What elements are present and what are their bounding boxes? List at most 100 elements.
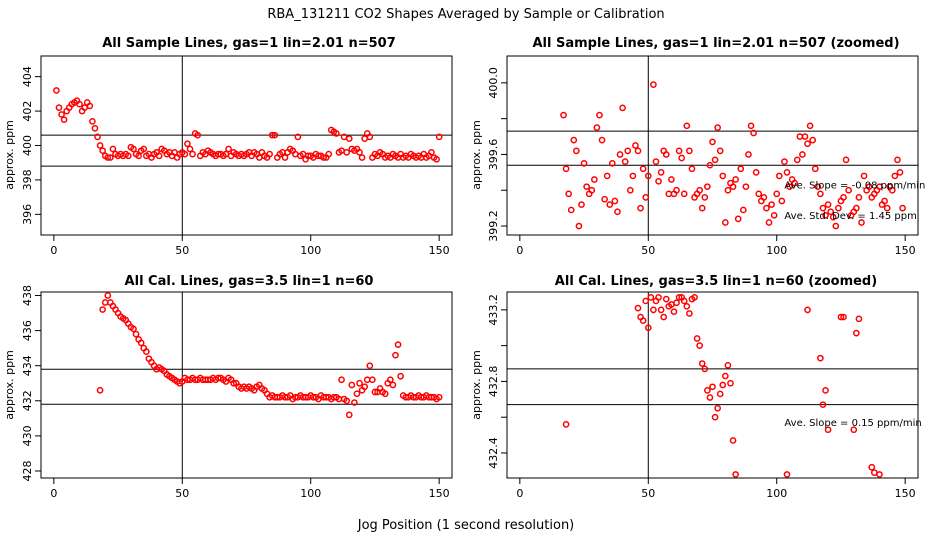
data-point	[366, 133, 374, 141]
data-point	[96, 142, 104, 149]
data-point	[637, 204, 644, 212]
data-point	[724, 186, 732, 194]
data-point	[345, 411, 353, 419]
data-point	[891, 172, 899, 180]
data-point	[721, 219, 729, 226]
data-point	[742, 183, 750, 191]
data-point	[727, 379, 734, 387]
data-point	[353, 390, 361, 398]
data-point	[124, 152, 132, 160]
y-tick-label: 428	[21, 460, 34, 481]
data-point	[132, 330, 140, 338]
data-point	[822, 211, 829, 219]
data-point	[837, 313, 845, 321]
data-point	[662, 295, 670, 303]
data-point	[770, 211, 778, 219]
data-point	[853, 329, 860, 337]
data-point	[381, 390, 389, 398]
data-point	[783, 471, 791, 478]
data-point	[392, 351, 399, 359]
panel-title: All Cal. Lines, gas=3.5 lin=1 n=60 (zoom…	[555, 274, 877, 289]
data-point	[801, 133, 809, 140]
y-tick-label: 398	[21, 169, 34, 190]
data-point	[778, 197, 786, 205]
data-point	[673, 186, 680, 194]
data-point	[662, 151, 670, 158]
data-point	[675, 294, 683, 301]
data-point	[716, 147, 724, 155]
data-point	[593, 124, 601, 131]
data-point	[729, 183, 737, 191]
y-tick-label: 402	[21, 101, 34, 122]
data-point	[626, 186, 634, 194]
data-point	[642, 297, 650, 305]
data-point	[881, 197, 888, 205]
data-point	[804, 140, 811, 148]
data-point	[819, 401, 827, 409]
data-point	[639, 165, 647, 173]
y-tick-label: 432	[21, 390, 34, 411]
data-point	[894, 156, 901, 164]
x-axis: 0 50 100 150	[516, 478, 916, 500]
data-point	[94, 133, 101, 141]
data-point	[58, 111, 65, 118]
plot-frame	[506, 55, 919, 236]
data-point	[60, 116, 68, 124]
data-point	[817, 354, 824, 362]
data-point	[737, 165, 745, 173]
data-point	[732, 471, 739, 478]
y-axis: 396 398 400 402 404	[21, 66, 41, 225]
y-tick-label: 400	[21, 135, 34, 156]
data-point	[435, 133, 443, 141]
data-point	[765, 219, 773, 226]
data-point	[835, 204, 842, 212]
data-point	[657, 169, 665, 176]
panel-sample-zoomed: All Sample Lines, gas=1 lin=2.01 n=507 (…	[470, 36, 925, 257]
y-axis: 428 430 432 434 436 438	[21, 285, 41, 481]
data-point	[734, 215, 742, 223]
data-point	[96, 386, 104, 394]
data-point	[356, 379, 363, 387]
data-point	[698, 204, 706, 212]
panel-title: All Sample Lines, gas=1 lin=2.01 n=507	[102, 36, 396, 51]
data-point	[596, 111, 603, 119]
x-tick-label: 150	[429, 244, 450, 257]
data-point	[356, 149, 363, 156]
data-point	[639, 317, 647, 324]
data-point	[619, 104, 626, 112]
data-point	[721, 372, 729, 380]
data-point	[343, 397, 351, 405]
panel-cal-zoomed: All Cal. Lines, gas=3.5 lin=1 n=60 (zoom…	[470, 274, 922, 500]
data-point	[763, 204, 770, 212]
data-points	[96, 292, 443, 419]
data-point	[858, 219, 865, 226]
x-tick-label: 0	[516, 244, 523, 257]
data-point	[865, 183, 873, 191]
data-point	[606, 201, 614, 208]
x-tick-label: 100	[300, 244, 321, 257]
data-point	[345, 135, 353, 142]
panel-title: All Sample Lines, gas=1 lin=2.01 n=507 (…	[532, 36, 899, 51]
data-point	[575, 222, 583, 230]
data-point	[598, 136, 606, 144]
y-tick-label: 436	[21, 320, 34, 341]
data-point	[832, 222, 840, 230]
data-point	[876, 471, 883, 478]
data-point	[729, 437, 737, 444]
data-point	[107, 154, 114, 161]
data-point	[701, 194, 709, 201]
data-point	[343, 149, 351, 156]
data-point	[294, 133, 302, 141]
data-point	[829, 213, 837, 221]
data-points	[560, 81, 906, 230]
data-point	[822, 387, 829, 394]
data-point	[91, 124, 99, 132]
data-point	[773, 190, 781, 198]
data-points	[562, 294, 883, 478]
data-point	[793, 156, 801, 164]
data-point	[698, 360, 706, 367]
x-tick-label: 100	[766, 487, 787, 500]
data-point	[696, 186, 704, 194]
data-point	[642, 194, 650, 201]
data-point	[361, 383, 369, 391]
